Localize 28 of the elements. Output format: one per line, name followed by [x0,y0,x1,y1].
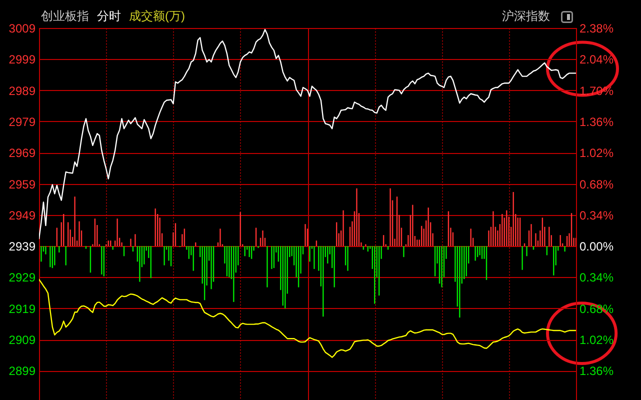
y2-tick-label: 1.02% [580,333,614,348]
y-tick-label: 2979 [8,114,36,129]
y-tick-label: 2989 [8,84,36,98]
y2-tick-label: 1.02% [580,146,614,160]
y2-tick-label: 0.00% [580,240,614,254]
y-tick-label: 2909 [8,333,36,348]
y2-tick-label: 2.04% [580,52,614,67]
text: 沪深指数 [502,9,550,24]
y-tick-label: 2959 [8,177,36,192]
y-tick-label: 3009 [8,22,36,36]
y-tick-label: 2969 [8,146,36,160]
y2-tick-label: 0.34% [580,270,614,285]
y-tick-label: 2999 [8,52,36,67]
y-tick-label: 2939 [8,240,36,254]
y-tick-label: 2929 [8,270,36,285]
line-series [39,278,576,358]
y-tick-label: 2919 [8,302,36,316]
text: 成交额(万) [129,9,185,24]
y2-tick-label: 1.36% [580,114,614,129]
y-tick-label: 2899 [8,364,36,378]
line-series [39,28,576,240]
chart-title: 创业板指 [41,9,89,24]
y2-tick-label: 1.36% [580,364,614,378]
y2-tick-label: 2.38% [580,22,614,36]
y-tick-label: 2949 [8,208,36,222]
chart-subtitle: 分时 [97,9,121,24]
y2-tick-label: 0.68% [580,177,614,192]
y2-tick-label: 0.34% [580,208,614,222]
